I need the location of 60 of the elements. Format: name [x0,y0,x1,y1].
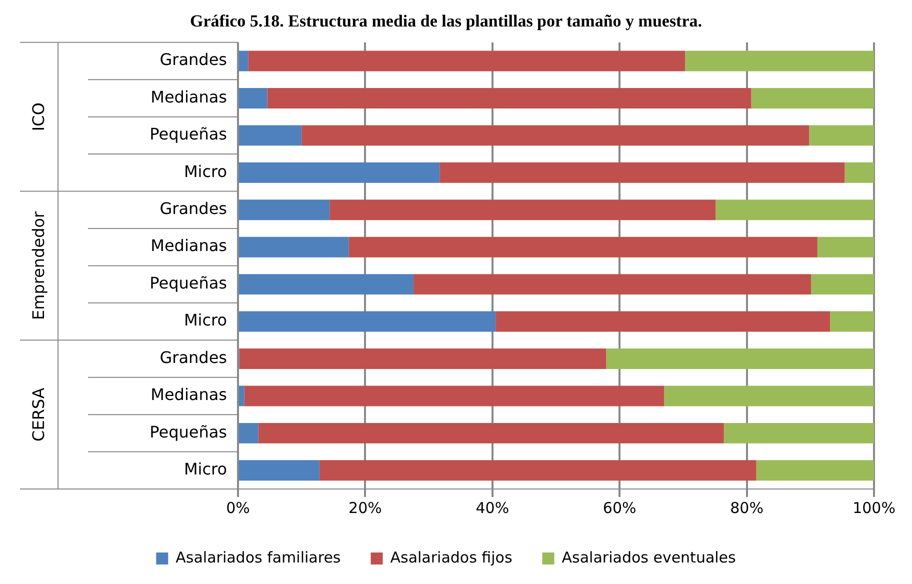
bar [348,236,818,258]
bar [414,274,812,295]
bar [239,311,496,332]
bar [756,460,874,481]
chart-title: Gráfico 5.18. Estructura media de las plantillas por tamaño y muestra. [190,12,702,31]
bar [244,386,664,406]
y-tick-label: Micro [184,460,227,479]
y-tick-label: Micro [184,310,227,330]
bar [724,422,874,444]
bar [239,162,440,183]
bar [258,422,724,444]
y-tick-label: Pequeñas [150,124,227,144]
bar [817,236,874,258]
bar [239,200,330,220]
bar [496,311,830,332]
bar [239,125,302,146]
y-tick-label: Medianas [150,236,227,256]
x-tick-label: 0% [226,498,250,517]
bar [330,200,716,220]
text: CERSA [29,388,48,442]
text: ICO [29,102,48,132]
bar [751,88,874,108]
bar [239,236,349,258]
x-tick-label: 60% [602,498,636,517]
bar [239,50,248,72]
bar [267,88,752,108]
bar [716,200,874,220]
x-tick-label: 100% [852,498,896,517]
y-tick-label: Pequeñas [150,273,227,292]
legend-label: Asalariados familiares [176,548,341,566]
bar [239,386,244,406]
y-tick-label: Micro [184,162,227,181]
legend-label: Asalariados fijos [390,548,512,566]
bar [239,348,606,369]
y-tick-label: Grandes [160,50,227,70]
bar [239,88,268,108]
bar [606,348,874,369]
y-tick-label: Medianas [150,385,227,404]
bar [239,274,414,295]
y-tick-label: Pequeñas [150,422,227,442]
bar [302,125,810,146]
y-tick-label: Grandes [160,199,227,218]
bar [809,125,874,146]
bar [685,50,874,72]
x-tick-label: 20% [348,498,382,517]
text: Emprendedor [29,210,48,320]
legend-label: Asalariados eventuales [562,548,736,566]
y-tick-label: Medianas [150,87,227,106]
bar [844,162,874,183]
bar [248,50,686,72]
bar [811,274,874,295]
bar [239,422,258,444]
x-tick-label: 40% [476,498,510,517]
bar [664,386,874,406]
bar [239,460,320,481]
bar [319,460,756,481]
x-tick-label: 80% [730,498,764,517]
bar [440,162,845,183]
bar [830,311,874,332]
y-tick-label: Grandes [160,348,227,367]
